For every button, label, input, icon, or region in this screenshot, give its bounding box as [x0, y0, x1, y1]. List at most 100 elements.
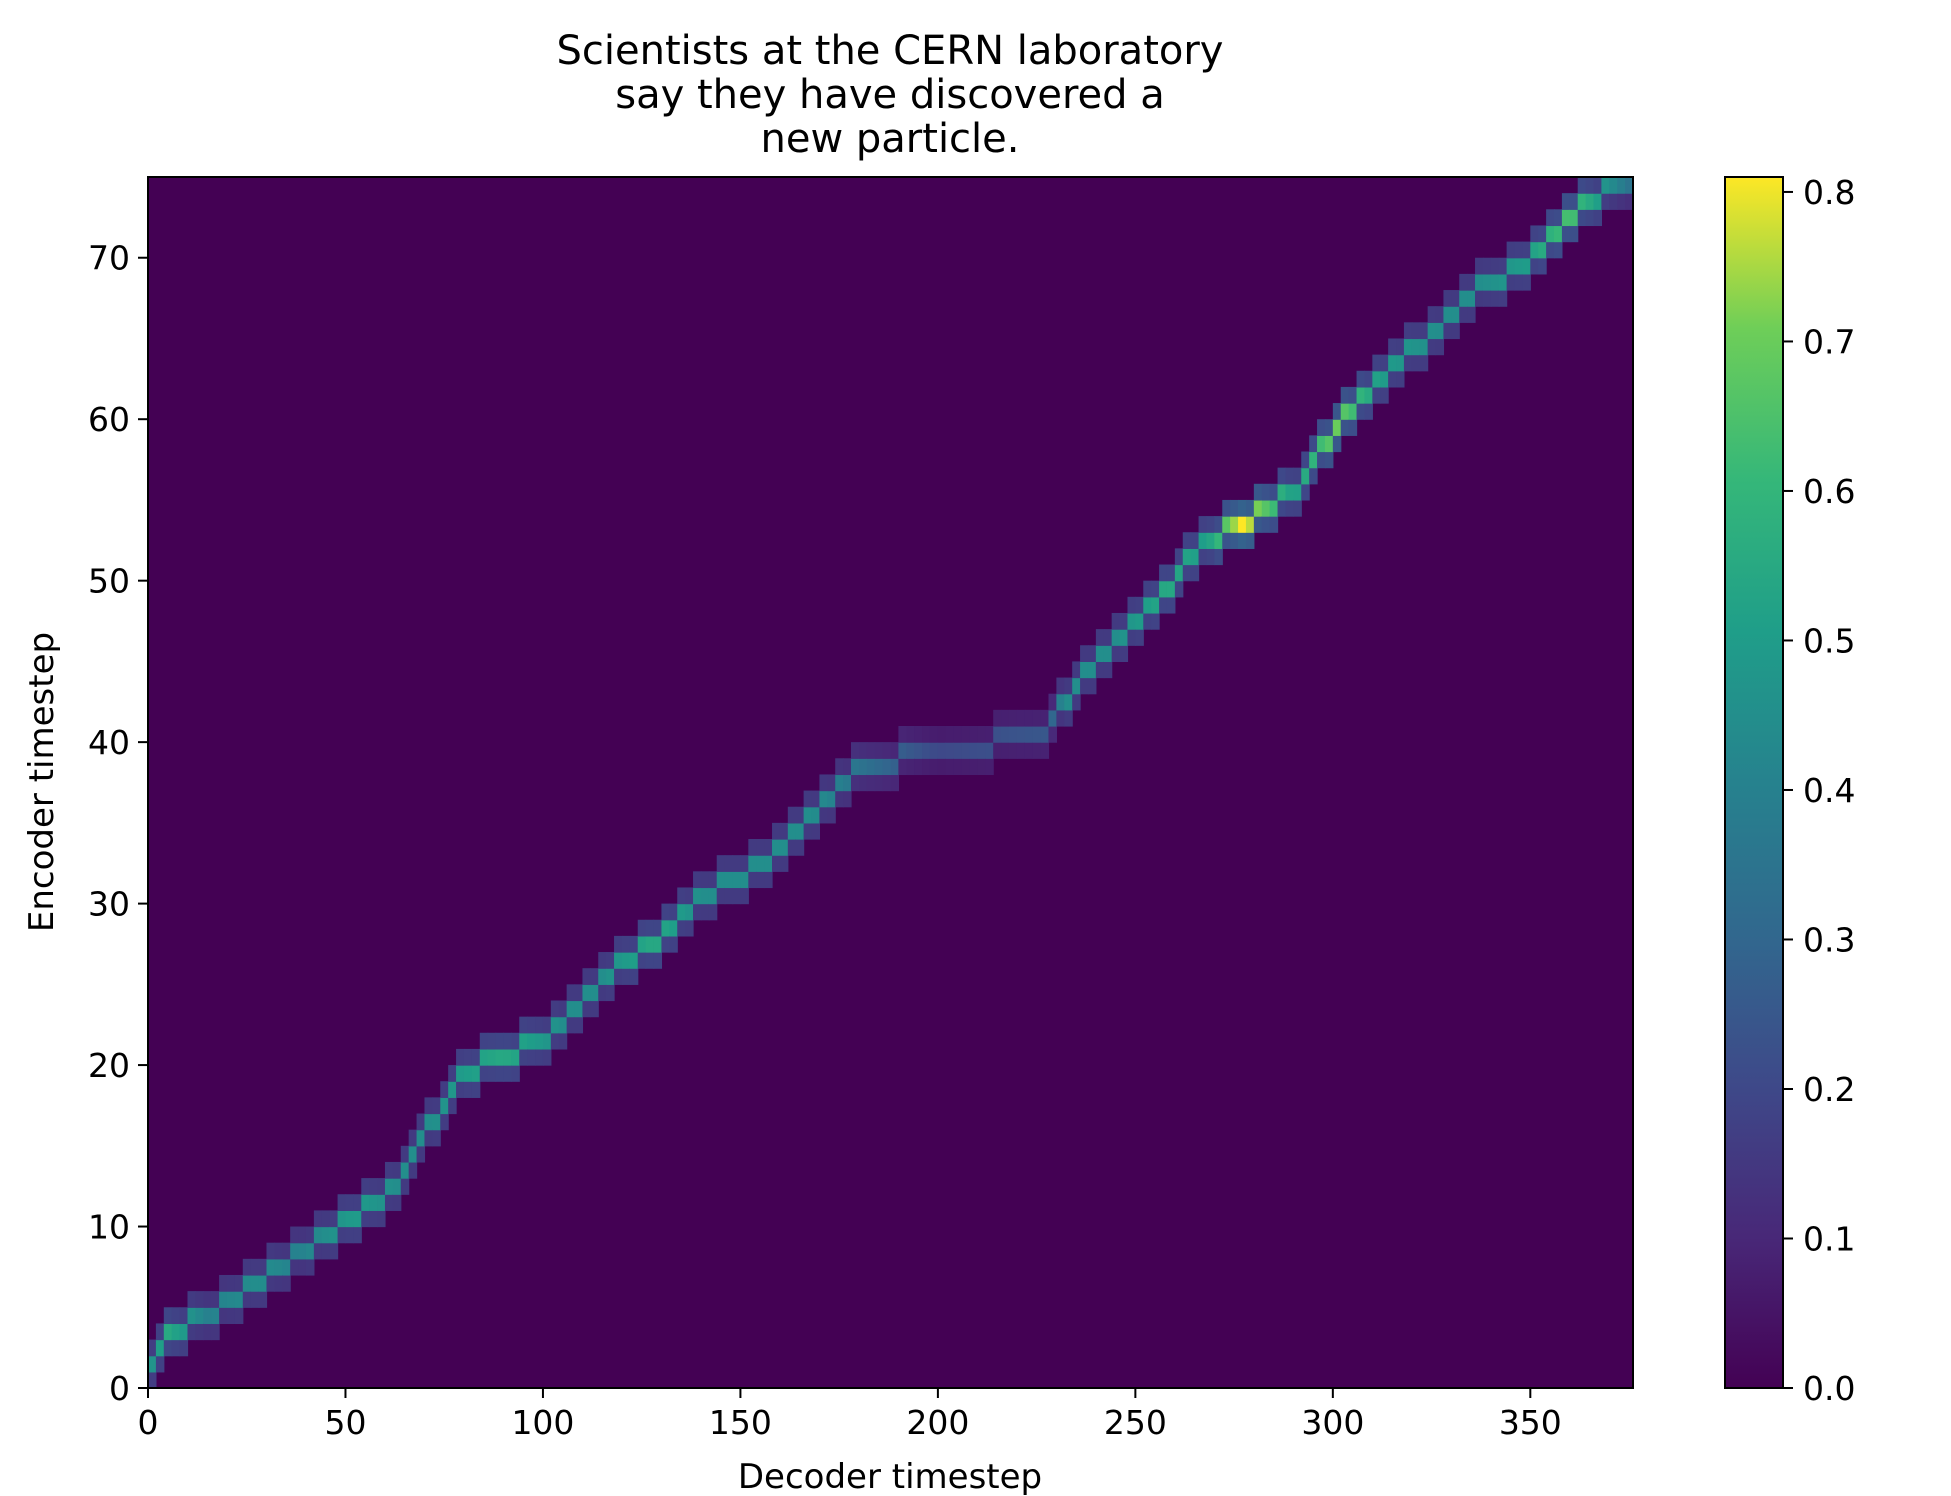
heatmap-cell [463, 1065, 473, 1082]
heatmap-cell [661, 919, 670, 937]
heatmap-cell [1135, 612, 1144, 630]
heatmap-cell [503, 1065, 512, 1082]
heatmap-cell [961, 725, 971, 743]
heatmap-cell [772, 855, 781, 872]
heatmap-cell [1095, 645, 1105, 662]
heatmap-cell [527, 1016, 536, 1034]
colorbar-gradient [1724, 176, 1784, 1389]
heatmap-cell [290, 1226, 299, 1244]
heatmap-cell [1174, 580, 1184, 598]
heatmap-cell [1554, 209, 1563, 227]
heatmap-cell [353, 1226, 362, 1244]
heatmap-cell [953, 758, 963, 776]
heatmap-cell [313, 1210, 323, 1228]
heatmap-cell [226, 1291, 236, 1308]
heatmap-cell [882, 742, 892, 759]
heatmap-cell [898, 725, 907, 743]
heatmap-cell [377, 1178, 386, 1195]
heatmap-cell [1095, 629, 1105, 646]
heatmap-cell [1396, 338, 1405, 356]
heatmap-cell [463, 1048, 473, 1066]
colorbar-tick-label: 0.2 [1803, 1070, 1855, 1109]
heatmap-cell [914, 725, 923, 743]
heatmap-cell [440, 1097, 449, 1115]
heatmap-cell [993, 725, 1002, 743]
heatmap-cell [843, 758, 852, 776]
heatmap-cell [590, 984, 599, 1002]
heatmap-cell [1467, 306, 1476, 323]
heatmap-cell [1475, 257, 1484, 275]
heatmap-cell [1530, 241, 1539, 259]
heatmap-cell [1538, 225, 1547, 243]
chart-title-line-3: new particle. [761, 116, 1020, 162]
heatmap-cell [1080, 645, 1089, 662]
colorbar-tick-label: 0.1 [1803, 1219, 1855, 1258]
heatmap-cell [1151, 580, 1160, 598]
heatmap-cell [827, 806, 836, 824]
heatmap-cell [1135, 629, 1144, 646]
heatmap-cell [851, 758, 860, 776]
heatmap-cell [558, 1000, 568, 1018]
heatmap-cell [1159, 564, 1168, 582]
heatmap-cell [1087, 677, 1097, 695]
heatmap-cell [511, 1065, 520, 1082]
heatmap-cell [1561, 225, 1571, 243]
heatmap-cell [1032, 725, 1042, 743]
heatmap-cell [1016, 742, 1026, 759]
heatmap-cell [1561, 209, 1571, 227]
heatmap-cell [1095, 661, 1105, 679]
heatmap-cell [811, 790, 821, 808]
heatmap-cell [1238, 532, 1247, 549]
heatmap-cell [1301, 467, 1310, 485]
heatmap-cell [858, 774, 868, 792]
heatmap-cell [527, 1048, 536, 1066]
heatmap-cell [408, 1145, 418, 1163]
heatmap-cell [1482, 290, 1492, 307]
heatmap-cell [1530, 225, 1539, 243]
heatmap-cell [1459, 290, 1468, 307]
heatmap-cell [985, 725, 994, 743]
heatmap-cell [906, 742, 915, 759]
heatmap-cell [772, 839, 781, 856]
heatmap-cell [1285, 499, 1294, 517]
heatmap-cell [693, 871, 702, 889]
heatmap-cell [408, 1129, 418, 1147]
heatmap-cell [519, 1048, 528, 1066]
heatmap-cell [700, 903, 710, 921]
heatmap-cell [724, 887, 734, 905]
heatmap-cell [400, 1145, 410, 1163]
heatmap-cell [298, 1242, 307, 1260]
heatmap-cell [1427, 322, 1437, 340]
heatmap-cell [906, 725, 915, 743]
heatmap-cell [1443, 290, 1452, 307]
heatmap-cell [969, 758, 978, 776]
heatmap-cell [898, 758, 907, 776]
colorbar-tick-label: 0.6 [1803, 472, 1855, 511]
heatmap-cell [866, 758, 876, 776]
heatmap-cell [1206, 532, 1215, 549]
heatmap-cell [1048, 693, 1057, 711]
heatmap-cell [1522, 257, 1531, 275]
heatmap-cell [1174, 548, 1184, 566]
heatmap-cell [503, 1032, 512, 1050]
heatmap-cell [890, 758, 899, 776]
heatmap-cell [724, 855, 734, 872]
heatmap-cell [772, 822, 781, 840]
heatmap-cell [1332, 419, 1342, 436]
heatmap-cell [1356, 403, 1366, 420]
heatmap-cell [953, 725, 963, 743]
heatmap-cell [155, 1355, 165, 1373]
heatmap-cell [1569, 209, 1579, 227]
heatmap-cell [1064, 709, 1073, 727]
heatmap-cell [716, 871, 726, 889]
heatmap-cell [1617, 177, 1626, 194]
heatmap-cell [1182, 564, 1192, 582]
y-axis: 0 10 20 30 40 50 60 70 [88, 239, 148, 1408]
heatmap-cell [471, 1048, 481, 1066]
heatmap-cell [1601, 177, 1610, 194]
heatmap-cell [598, 968, 607, 985]
heatmap-cell [1064, 677, 1073, 695]
heatmap-cell [708, 903, 718, 921]
heatmap-cell [874, 758, 884, 776]
